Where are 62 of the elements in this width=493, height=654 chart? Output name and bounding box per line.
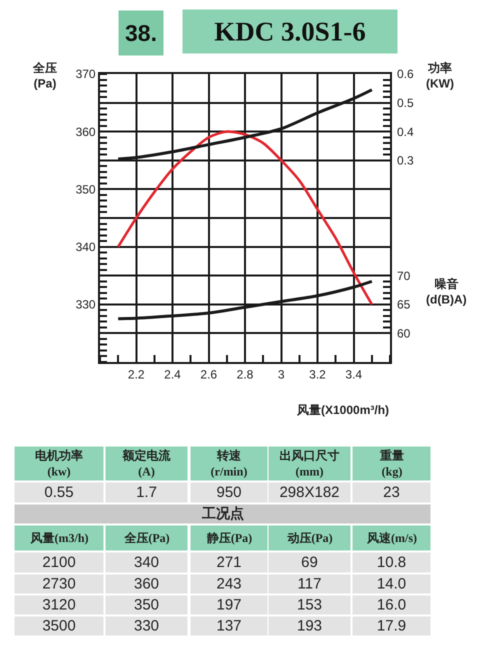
x-tick-label: 3.2	[309, 367, 326, 382]
x-tick-label: 2.4	[164, 367, 182, 382]
text: 38.	[125, 20, 157, 46]
x-tick-label: 2.2	[128, 367, 145, 382]
y2-tick-label: 0.5	[397, 96, 414, 110]
y-axis-title: 全压(Pa)	[32, 61, 57, 91]
y-tick-label: 360	[76, 124, 96, 139]
y-tick-label: 350	[76, 182, 96, 196]
text: 243	[216, 576, 242, 592]
y2-tick-label: 0.3	[397, 154, 414, 168]
text: 1.7	[136, 484, 157, 501]
text: 117	[298, 576, 322, 592]
text: 额定电流(A)	[122, 448, 172, 478]
y3-tick-label: 70	[397, 268, 411, 283]
text: 工况点	[201, 506, 244, 522]
text: 153	[296, 596, 322, 614]
y3-tick-label: 60	[397, 326, 411, 340]
y2-axis-title: 功率(KW)	[426, 61, 454, 91]
text: 风量(m3/h)	[30, 531, 88, 545]
text: 137	[216, 618, 242, 634]
text: 3120	[42, 596, 76, 614]
text: 动压(Pa)	[286, 531, 333, 545]
text: 0.55	[44, 484, 74, 501]
y2-tick-label: 0.4	[397, 124, 414, 139]
text: 193	[296, 618, 322, 634]
text: 17.9	[376, 618, 406, 634]
x-tick-label: 3.4	[345, 367, 362, 382]
y-tick-label: 330	[76, 298, 96, 312]
text: 静压(Pa)	[206, 531, 252, 545]
text: 298X182	[279, 484, 340, 501]
line-series	[116, 130, 374, 306]
y3-tick-label: 65	[397, 298, 411, 312]
text: 2730	[42, 576, 76, 592]
x-tick-label: 2.8	[236, 367, 254, 382]
text: 197	[216, 596, 242, 614]
text: 3500	[42, 618, 76, 634]
text: 360	[134, 576, 160, 592]
chart-title: KDC 3.0S1-6	[214, 16, 366, 46]
text: 350	[134, 596, 160, 614]
text: 330	[134, 618, 160, 634]
text: 340	[134, 554, 160, 571]
text: 风速(m/s)	[366, 531, 417, 545]
text: 2100	[42, 554, 76, 571]
text: 全压(Pa)	[123, 531, 170, 545]
text: 出风口尺寸(mm)	[280, 448, 340, 478]
x-axis-title: 风量(X1000m³/h)	[296, 403, 390, 417]
text: 电机功率(kw)	[35, 448, 83, 478]
text: 23	[383, 484, 400, 501]
text: 271	[216, 554, 242, 571]
text: 转速(r/min)	[210, 448, 248, 478]
text: 10.8	[376, 554, 406, 571]
y2-tick-label: 0.6	[397, 67, 414, 82]
x-tick-label: 3	[278, 367, 285, 382]
x-tick-label: 2.6	[200, 367, 218, 382]
y-tick-label: 370	[76, 67, 96, 82]
y-tick-label: 340	[76, 240, 96, 254]
text: 950	[216, 484, 242, 501]
y3-axis-title: 噪音(d(B)A)	[426, 277, 467, 307]
text: 14.0	[376, 576, 406, 592]
text: 69	[301, 554, 318, 571]
text: 16.0	[376, 596, 406, 614]
text: 重量(kg)	[379, 448, 404, 478]
